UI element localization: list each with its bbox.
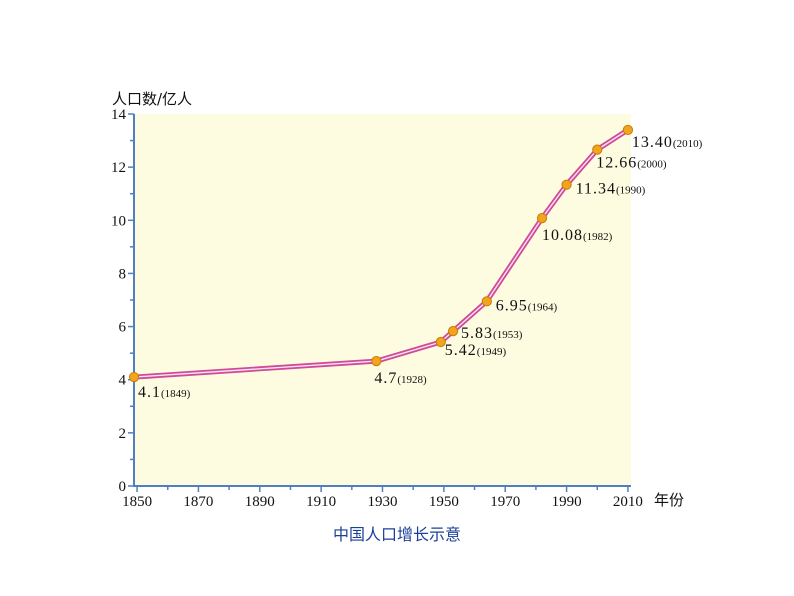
data-label-value: 5.42: [445, 342, 477, 359]
axes: [128, 113, 631, 492]
y-axis-label: 人口数/亿人: [112, 90, 192, 108]
data-label: 5.83(1953): [461, 325, 523, 342]
data-point: [592, 144, 603, 155]
data-point: [536, 213, 548, 224]
y-tick-label: 6: [119, 320, 127, 336]
data-label-year: (2010): [673, 138, 703, 150]
chart-caption: 中国人口增长示意: [333, 525, 461, 544]
x-tick-label: 1970: [490, 494, 520, 510]
y-tick-label: 12: [111, 160, 126, 176]
data-point: [447, 325, 459, 337]
data-labels: 4.1(1849)4.7(1928)5.42(1949)5.83(1953)6.…: [138, 134, 703, 401]
data-label: 5.42(1949): [445, 342, 507, 359]
data-label-year: (1953): [493, 329, 523, 341]
x-tick-label: 1890: [245, 494, 275, 510]
x-axis-label: 年份: [654, 491, 684, 509]
data-label: 13.40(2010): [632, 134, 703, 151]
data-point: [561, 179, 572, 190]
data-label: 4.7(1928): [374, 370, 427, 387]
plot-background: [134, 114, 631, 486]
data-label-year: (1982): [583, 231, 613, 243]
data-point: [435, 336, 446, 348]
data-label-value: 4.1: [138, 384, 161, 401]
x-tick-label: 1930: [368, 494, 398, 510]
data-point: [371, 356, 382, 367]
y-tick-label: 8: [119, 266, 127, 282]
data-label-year: (1849): [161, 388, 191, 400]
x-tick-label: 1910: [306, 494, 336, 510]
y-tick-label: 4: [119, 373, 127, 389]
y-tick-label: 14: [111, 107, 127, 123]
data-label-value: 10.08: [542, 227, 583, 244]
data-label: 10.08(1982): [542, 227, 613, 244]
data-label-value: 5.83: [461, 325, 493, 342]
data-label: 11.34(1990): [576, 181, 646, 198]
x-tick-label: 1990: [552, 494, 582, 510]
data-label-year: (1990): [616, 185, 646, 197]
x-tick-label: 1850: [122, 494, 152, 510]
y-tick-label: 2: [119, 426, 127, 442]
series: [128, 124, 634, 383]
y-tick-label: 10: [111, 213, 126, 229]
data-label-value: 6.95: [496, 297, 528, 314]
data-label-value: 11.34: [576, 181, 616, 198]
data-label-value: 4.7: [374, 370, 397, 387]
x-tick-label: 1870: [183, 494, 213, 510]
x-tick-label: 2010: [613, 494, 643, 510]
data-point: [128, 371, 140, 383]
data-label-value: 13.40: [632, 134, 673, 151]
data-label: 4.1(1849): [138, 384, 191, 401]
data-point: [622, 124, 634, 136]
data-label-year: (2000): [637, 159, 667, 171]
data-label-year: (1928): [397, 374, 427, 386]
data-label-year: (1964): [528, 301, 558, 313]
data-label: 12.66(2000): [596, 155, 667, 172]
data-label-year: (1949): [477, 346, 507, 358]
tick-labels: 0 2 4 6 8 10 12 14 1850 1870 1890 1910 1930 1950 1970 1…: [111, 107, 643, 510]
data-label: 6.95(1964): [496, 297, 558, 314]
y-tick-label: 0: [119, 479, 127, 495]
x-tick-label: 1950: [429, 494, 459, 510]
data-label-value: 12.66: [596, 155, 637, 172]
data-point: [481, 296, 492, 307]
